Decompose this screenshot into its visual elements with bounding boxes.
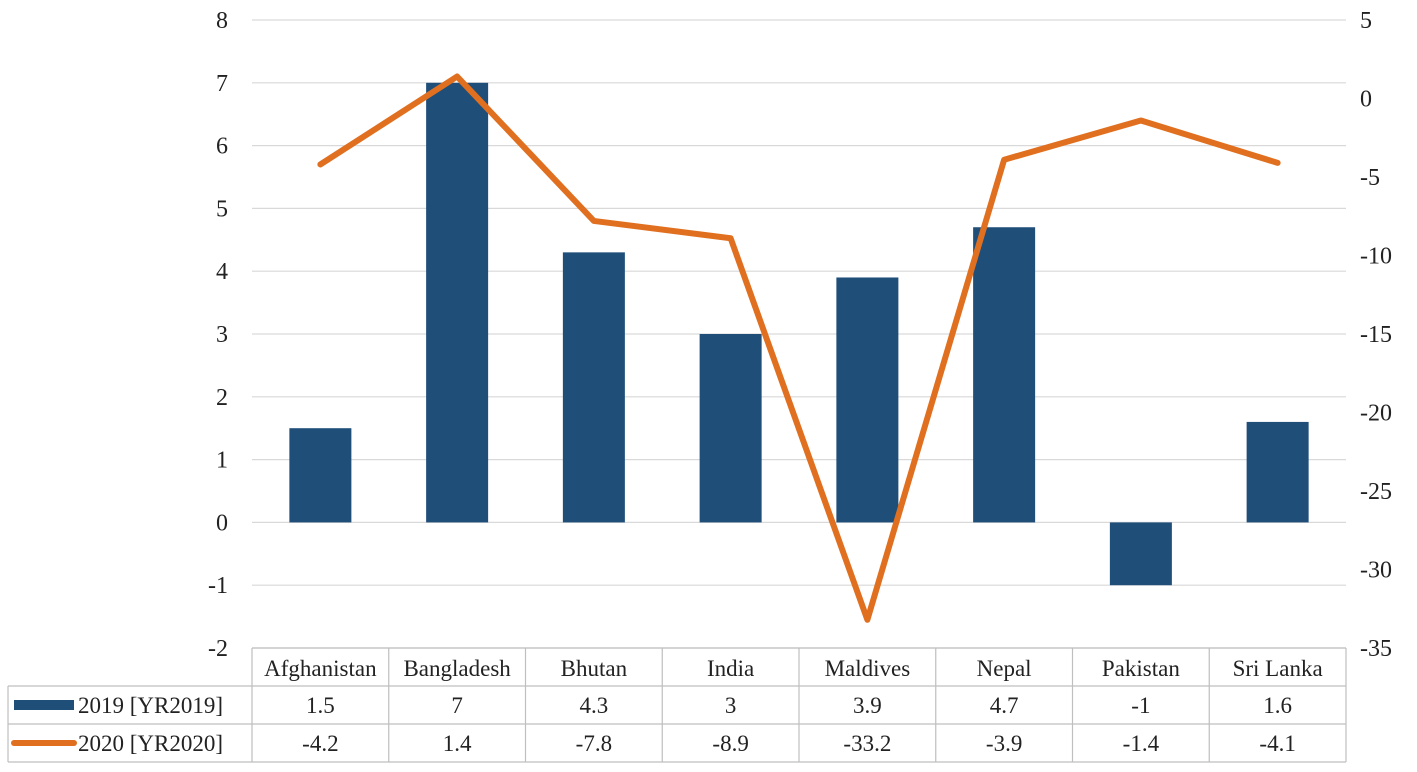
- left-tick-label: 7: [216, 71, 228, 97]
- table-cell-2020: -4.2: [302, 731, 338, 756]
- table-cell-2020: 1.4: [443, 731, 472, 756]
- left-tick-label: 3: [216, 322, 228, 348]
- bar-bangladesh: [426, 82, 489, 523]
- table-cell-2020: -1.4: [1123, 731, 1160, 756]
- right-tick-label: -30: [1360, 558, 1392, 584]
- legend-label-2020: 2020 [YR2020]: [78, 731, 223, 756]
- category-label: Afghanistan: [264, 656, 377, 681]
- bar-pakistan: [1109, 522, 1172, 586]
- table-cell-2019: 1.5: [306, 693, 335, 718]
- right-tick-label: 5: [1360, 8, 1372, 34]
- legend-label-2019: 2019 [YR2019]: [78, 693, 223, 718]
- bar-series-2019: [289, 82, 1309, 586]
- bar-sri-lanka: [1246, 421, 1309, 523]
- table-cell-2020: -4.1: [1259, 731, 1295, 756]
- category-label: Bangladesh: [403, 656, 511, 681]
- left-axis-ticks: -2 -1 0 1 2 3 4 5 6 7 8: [208, 8, 228, 662]
- right-tick-label: -25: [1360, 479, 1392, 505]
- right-axis-ticks: -35 -30 -25 -20 -15 -10 -5 0 5: [1360, 8, 1392, 662]
- right-tick-label: -10: [1360, 244, 1392, 270]
- right-tick-label: 0: [1360, 87, 1372, 113]
- category-label: Maldives: [825, 656, 911, 681]
- table-cell-2019: 3: [725, 693, 737, 718]
- left-tick-label: 0: [216, 510, 228, 536]
- left-tick-label: 4: [216, 259, 228, 285]
- left-tick-label: -1: [208, 573, 228, 599]
- table-cell-2019: 4.7: [990, 693, 1019, 718]
- gridlines: [252, 19, 1346, 649]
- series-line-2020: [317, 73, 1281, 623]
- left-tick-label: 6: [216, 134, 228, 160]
- left-tick-label: 5: [216, 196, 228, 222]
- category-label: Bhutan: [561, 656, 628, 681]
- right-tick-label: -20: [1360, 401, 1392, 427]
- left-tick-label: 2: [216, 385, 228, 411]
- table-cell-2019: 7: [451, 693, 463, 718]
- table-cell-2020: -7.8: [576, 731, 612, 756]
- bar-nepal: [973, 227, 1036, 523]
- left-tick-label: 8: [216, 8, 228, 34]
- table-cell-2020: -33.2: [843, 731, 891, 756]
- left-tick-label: -2: [208, 636, 228, 662]
- left-tick-label: 1: [216, 448, 228, 474]
- bar-afghanistan: [289, 428, 352, 523]
- line-series-2020: [317, 73, 1281, 623]
- table-cell-2019: 1.6: [1263, 693, 1292, 718]
- category-label: Pakistan: [1102, 656, 1180, 681]
- table-cell-2019: 3.9: [853, 693, 882, 718]
- table-cell-2019: -1: [1131, 693, 1150, 718]
- table-cell-2019: 4.3: [580, 693, 609, 718]
- right-tick-label: -5: [1360, 165, 1380, 191]
- category-label: India: [707, 656, 754, 681]
- right-tick-label: -35: [1360, 636, 1392, 662]
- table-cell-2020: -3.9: [986, 731, 1022, 756]
- category-label: Nepal: [977, 656, 1032, 681]
- bar-maldives: [836, 277, 899, 523]
- bar-india: [699, 334, 762, 523]
- table-cell-2020: -8.9: [712, 731, 748, 756]
- right-tick-label: -15: [1360, 322, 1392, 348]
- category-label: Sri Lanka: [1233, 656, 1323, 681]
- legend-swatch-2019: [14, 700, 74, 710]
- bar-bhutan: [562, 252, 625, 523]
- data-table: Afghanistan Bangladesh Bhutan India Maldives…: [7, 647, 1347, 763]
